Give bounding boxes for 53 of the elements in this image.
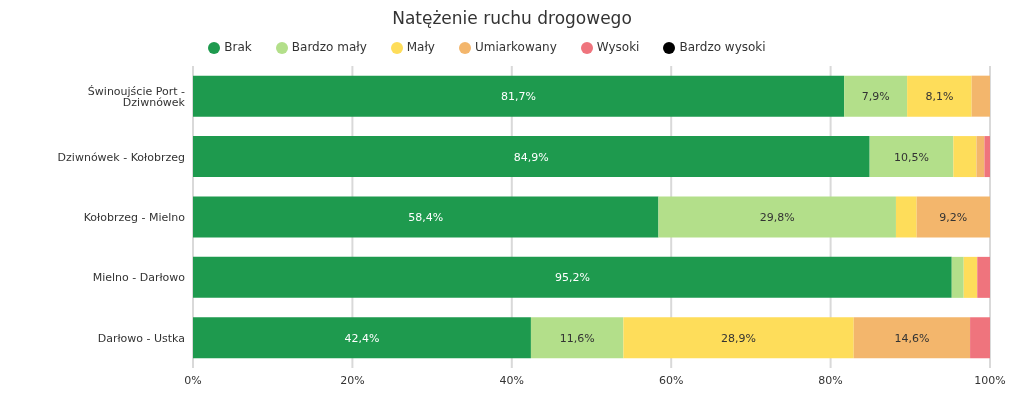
bar	[193, 75, 845, 117]
y-tick-label: Świnoujście Port - Dziwnówek	[87, 84, 186, 109]
x-tick-label: 60%	[658, 373, 684, 387]
bar	[970, 317, 990, 359]
bar	[869, 136, 954, 178]
x-tick-label: 20%	[340, 373, 365, 387]
data-label: 10,5%	[894, 150, 929, 164]
bar	[977, 256, 990, 298]
y-tick-label: Darłowo - Ustka	[97, 331, 185, 345]
legend-label: Wysoki	[596, 40, 640, 54]
data-label: 58,4%	[408, 210, 444, 224]
bar	[953, 136, 977, 178]
legend-label: Brak	[224, 40, 252, 54]
bar	[963, 256, 978, 298]
bar	[907, 75, 972, 117]
chart-title: Natężenie ruchu drogowego	[391, 8, 633, 28]
data-label: 14,6%	[894, 331, 930, 345]
bar	[976, 136, 985, 178]
bar	[193, 317, 531, 359]
data-label: 29,8%	[759, 210, 795, 224]
x-tick-label: 80%	[818, 373, 843, 387]
data-label: 95,2%	[554, 271, 590, 285]
data-label: 84,9%	[513, 150, 549, 164]
legend-label: Bardzo wysoki	[679, 40, 766, 54]
bar	[193, 256, 952, 298]
data-label: 42,4%	[344, 331, 380, 345]
bar	[895, 196, 917, 238]
y-tick-label: Mielno - Darłowo	[92, 271, 186, 285]
data-label: 8,1%	[925, 90, 954, 104]
x-tick-label: 0%	[184, 373, 202, 387]
data-label: 9,2%	[939, 210, 968, 224]
x-tick-label: 100%	[974, 373, 1006, 387]
bar	[193, 136, 870, 178]
bar	[971, 75, 990, 117]
bar	[658, 196, 896, 238]
bar	[530, 317, 624, 359]
y-tick-label: Kołobrzeg - Mielno	[83, 210, 186, 224]
x-tick-label: 40%	[499, 373, 525, 387]
data-label: 81,7%	[501, 90, 537, 104]
bar	[951, 256, 964, 298]
data-label: 11,6%	[559, 331, 595, 345]
y-tick-label: Dziwnówek - Kołobrzeg	[57, 150, 185, 164]
data-label: 7,9%	[861, 90, 890, 104]
bar	[193, 196, 659, 238]
legend-label: Mały	[406, 40, 435, 54]
bar	[853, 317, 971, 359]
legend-label: Umiarkowany	[474, 40, 557, 54]
data-label: 28,9%	[721, 331, 757, 345]
bar	[916, 196, 990, 238]
legend-label: Bardzo mały	[291, 40, 367, 54]
bar	[844, 75, 908, 117]
bar	[984, 136, 990, 178]
bar	[623, 317, 854, 359]
